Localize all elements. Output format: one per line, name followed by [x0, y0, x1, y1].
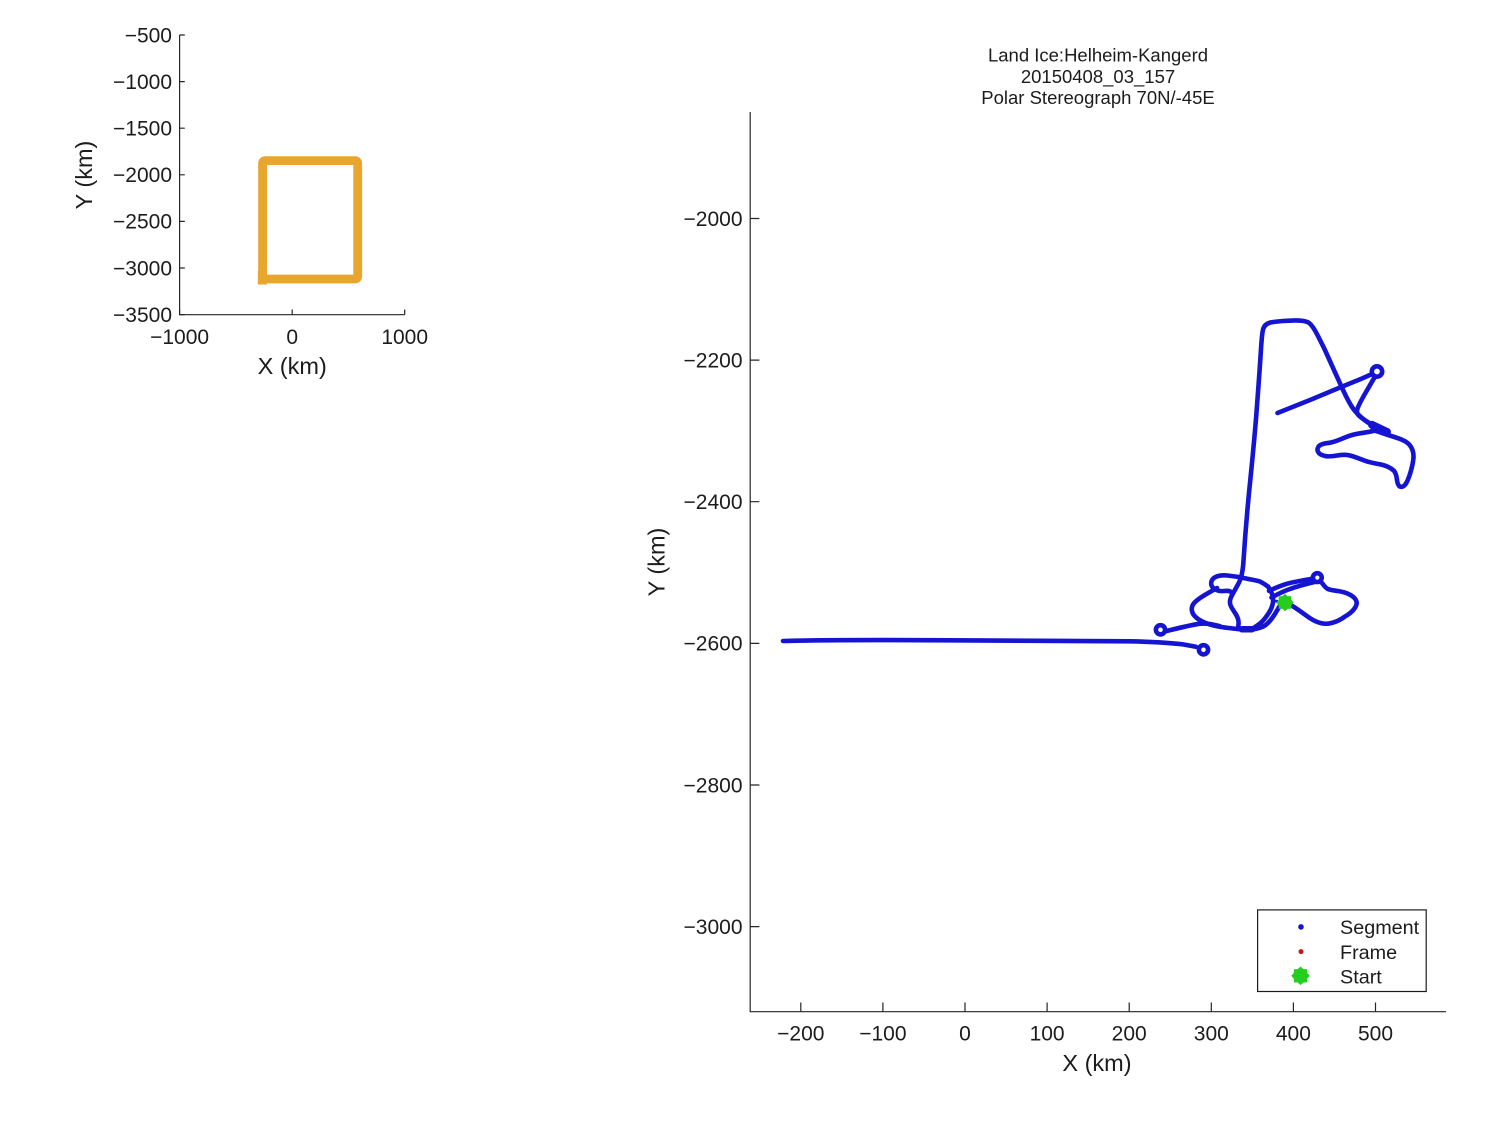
- svg-text:−200: −200: [777, 1022, 824, 1045]
- svg-text:Land Ice:Helheim-Kangerd: Land Ice:Helheim-Kangerd: [988, 45, 1208, 66]
- svg-text:1000: 1000: [381, 326, 428, 349]
- svg-text:−1000: −1000: [113, 71, 172, 94]
- svg-text:X (km): X (km): [258, 353, 327, 379]
- svg-text:−3000: −3000: [684, 916, 743, 939]
- svg-text:−500: −500: [125, 24, 172, 47]
- svg-text:100: 100: [1030, 1022, 1065, 1045]
- svg-text:−2200: −2200: [684, 349, 743, 372]
- svg-text:20150408_03_157: 20150408_03_157: [1021, 66, 1175, 88]
- svg-text:Start: Start: [1340, 967, 1382, 989]
- svg-text:400: 400: [1276, 1022, 1311, 1045]
- svg-text:−2400: −2400: [684, 491, 743, 514]
- svg-text:Frame: Frame: [1340, 942, 1397, 964]
- svg-text:−1500: −1500: [113, 118, 172, 141]
- svg-text:X (km): X (km): [1062, 1050, 1131, 1076]
- svg-text:−2000: −2000: [684, 208, 743, 231]
- svg-text:0: 0: [286, 326, 298, 349]
- svg-text:−2500: −2500: [113, 211, 172, 234]
- svg-text:−2000: −2000: [113, 164, 172, 187]
- svg-text:−2800: −2800: [684, 774, 743, 797]
- svg-text:−2600: −2600: [684, 633, 743, 656]
- svg-text:−100: −100: [859, 1022, 906, 1045]
- svg-text:−3500: −3500: [113, 304, 172, 327]
- svg-text:−3000: −3000: [113, 257, 172, 280]
- svg-text:500: 500: [1358, 1022, 1393, 1045]
- svg-text:Segment: Segment: [1340, 917, 1420, 939]
- svg-text:200: 200: [1112, 1022, 1147, 1045]
- svg-text:300: 300: [1194, 1022, 1229, 1045]
- svg-text:Y (km): Y (km): [71, 141, 97, 210]
- svg-text:0: 0: [959, 1022, 971, 1045]
- svg-text:Polar Stereograph 70N/-45E: Polar Stereograph 70N/-45E: [981, 87, 1214, 108]
- svg-text:−1000: −1000: [150, 326, 209, 349]
- svg-text:Y (km): Y (km): [644, 528, 670, 597]
